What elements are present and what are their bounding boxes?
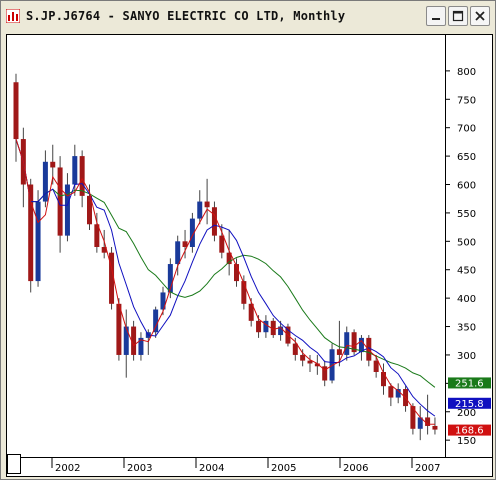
window-title: S.JP.J6764 - SANYO ELECTRIC CO LTD, Mont… xyxy=(26,9,346,23)
candle-body xyxy=(160,292,166,310)
candle-body xyxy=(87,195,92,225)
price-tick-label: 750 xyxy=(457,95,476,106)
candle-body xyxy=(300,354,306,361)
ma-long-line xyxy=(15,138,436,388)
time-tick-label: 2002 xyxy=(55,463,80,474)
candle-body xyxy=(79,156,85,196)
price-tick-label: 400 xyxy=(457,294,476,305)
maximize-icon xyxy=(452,10,464,22)
candle-body xyxy=(358,337,364,353)
candle-body xyxy=(366,337,372,361)
candle-body xyxy=(64,184,70,236)
time-axis-labels: 2002 2003 2004 2005 2006 2007 xyxy=(51,458,440,474)
candle-body xyxy=(351,332,357,353)
candle-body xyxy=(234,264,239,282)
time-axis[interactable]: 2002 2003 2004 2005 2006 2007 xyxy=(6,458,493,477)
candle-body xyxy=(307,360,313,364)
close-button[interactable] xyxy=(470,6,490,26)
candle-body xyxy=(425,417,431,426)
candle-body xyxy=(72,156,78,185)
last-value-label: 251.6 xyxy=(455,378,484,389)
price-tick-label: 600 xyxy=(457,181,476,192)
candle-body xyxy=(381,371,386,387)
price-tick-label: 200 xyxy=(457,408,476,419)
candle-body xyxy=(336,349,342,355)
candle-body xyxy=(388,386,394,398)
time-tick-label: 2005 xyxy=(271,463,296,474)
candle-body xyxy=(204,201,210,208)
candle-body xyxy=(50,161,56,168)
candle-body xyxy=(263,320,269,333)
price-tick-label: 500 xyxy=(457,237,476,248)
candle-body xyxy=(270,320,276,336)
close-icon xyxy=(475,11,485,21)
ma-short-line xyxy=(15,138,435,425)
candle-body xyxy=(256,320,262,333)
price-tick-label: 350 xyxy=(457,323,476,334)
last-value-badge xyxy=(448,397,491,409)
candle-body xyxy=(42,161,48,202)
candle-body xyxy=(432,425,438,430)
candle-body xyxy=(109,252,115,304)
candle-body xyxy=(197,201,203,219)
candle-body xyxy=(167,264,173,293)
candle-body xyxy=(123,326,129,355)
price-tick-label: 650 xyxy=(457,152,476,163)
candle-body xyxy=(322,366,328,381)
candle-body xyxy=(417,417,423,429)
candlestick-chart xyxy=(13,73,438,441)
candle-body xyxy=(94,224,100,247)
maximize-button[interactable] xyxy=(448,6,468,26)
time-tick-label: 2007 xyxy=(415,463,440,474)
price-tick-label: 550 xyxy=(457,209,476,220)
candle-body xyxy=(28,184,34,282)
candles xyxy=(13,73,438,441)
candle-body xyxy=(344,332,350,355)
last-value-badge xyxy=(448,424,491,436)
candle-body xyxy=(373,360,379,372)
candle-body xyxy=(241,281,247,304)
corner-box xyxy=(7,454,21,474)
minimize-button[interactable] xyxy=(426,6,446,26)
candle-body xyxy=(153,309,159,333)
candle-body xyxy=(278,326,284,336)
price-scale-axis: 1502002503003504004505005506006507007508… xyxy=(446,67,491,447)
price-tick-label: 700 xyxy=(457,124,476,135)
price-tick-label: 150 xyxy=(457,436,476,447)
ma-mid-line xyxy=(15,138,436,417)
last-value-label: 215.8 xyxy=(455,399,484,410)
candle-body xyxy=(219,235,225,253)
minimize-icon xyxy=(432,18,440,20)
candle-body xyxy=(211,207,217,236)
price-chart-area[interactable] xyxy=(6,34,446,458)
candle-body xyxy=(13,82,19,140)
time-tick-label: 2004 xyxy=(199,463,224,474)
time-tick-label: 2006 xyxy=(343,463,368,474)
price-tick-label: 800 xyxy=(457,67,476,78)
candle-body xyxy=(248,303,254,321)
candle-body xyxy=(395,389,401,398)
last-value-label: 168.6 xyxy=(455,426,484,437)
price-tick-label: 300 xyxy=(457,351,476,362)
candle-body xyxy=(175,241,181,265)
candle-body xyxy=(182,241,188,247)
candle-body xyxy=(189,218,195,247)
candle-body xyxy=(57,167,63,236)
candle-body xyxy=(116,303,122,355)
candle-body xyxy=(410,406,416,429)
candle-body xyxy=(131,326,137,355)
title-bar[interactable]: S.JP.J6764 - SANYO ELECTRIC CO LTD, Mont… xyxy=(1,1,495,34)
price-tick-label: 450 xyxy=(457,266,476,277)
price-scale[interactable]: 1502002503003504004505005506006507007508… xyxy=(446,34,493,458)
candle-body xyxy=(101,247,107,253)
chart-app-icon xyxy=(6,9,20,23)
candle-body xyxy=(226,252,232,265)
last-value-badge xyxy=(448,377,491,389)
candle-body xyxy=(314,363,320,367)
time-tick-label: 2003 xyxy=(127,463,152,474)
candle-body xyxy=(138,337,144,355)
candle-body xyxy=(35,201,41,282)
candle-body xyxy=(292,343,298,355)
